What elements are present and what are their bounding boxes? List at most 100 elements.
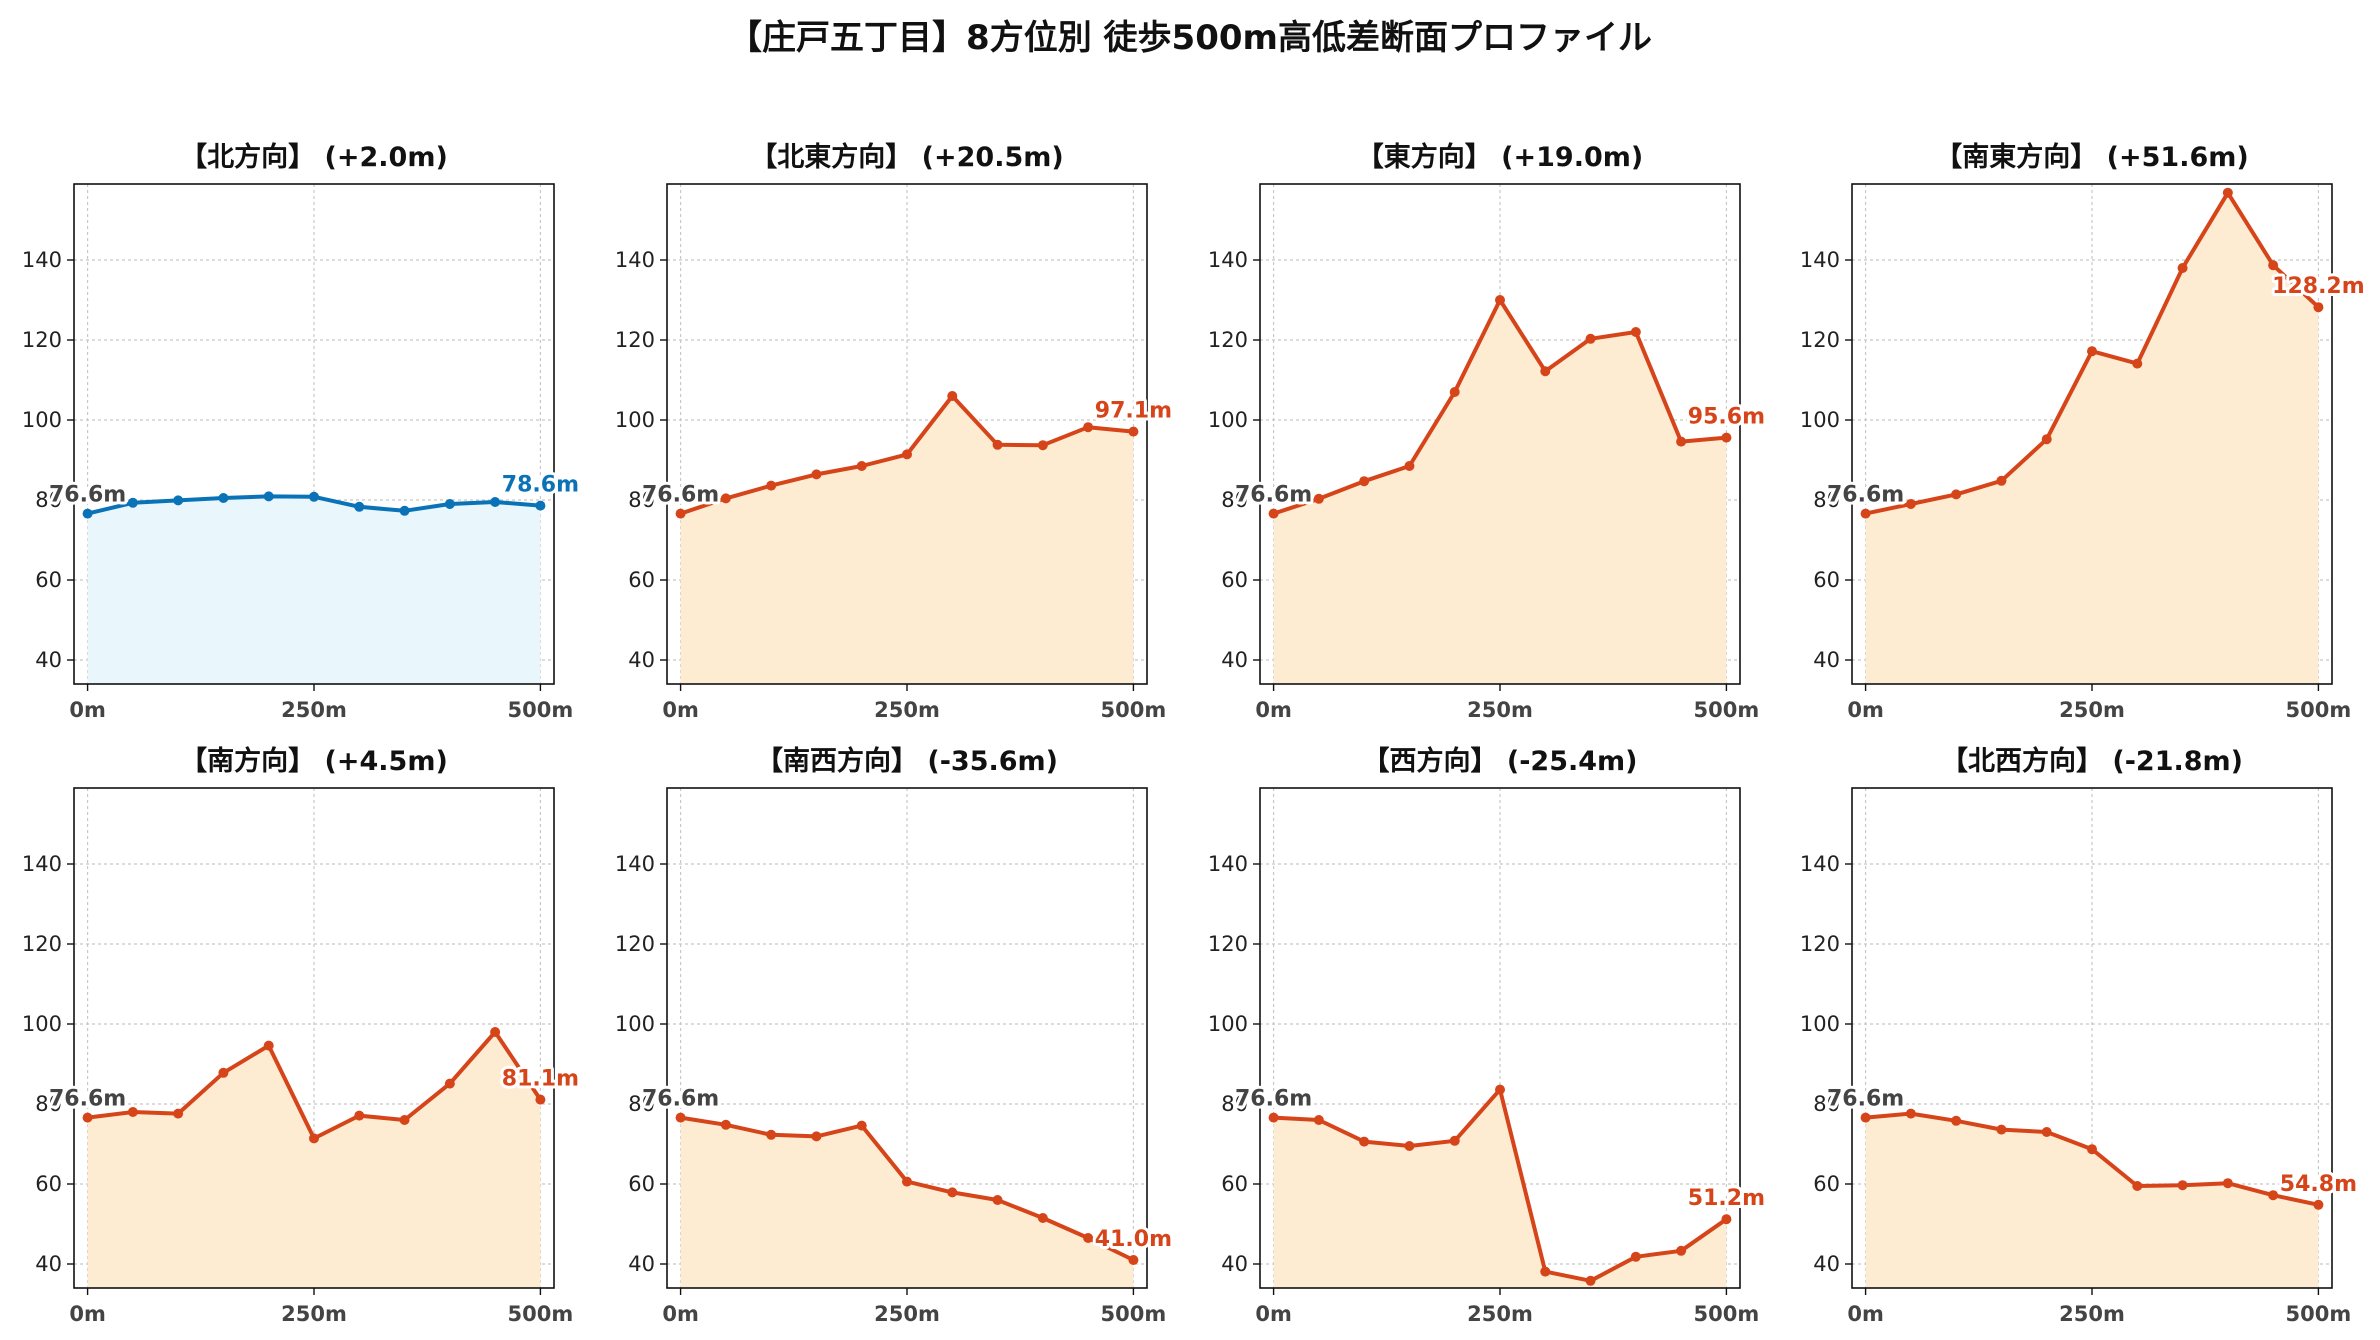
start-elevation-label: 76.6m [642, 1087, 719, 1112]
end-elevation-label: 128.2m [2272, 274, 2365, 299]
y-tick-label: 40 [628, 648, 655, 672]
data-point [2268, 260, 2279, 271]
chart-title: 【北東方向】 (+20.5m) [750, 141, 1063, 173]
x-tick-label: 250m [2059, 698, 2125, 722]
data-point [1676, 436, 1687, 447]
data-point [947, 391, 958, 401]
data-point [173, 1108, 184, 1119]
area-fill [87, 496, 541, 684]
end-elevation-label: 51.2m [1688, 1186, 1765, 1211]
x-tick-label: 500m [508, 698, 574, 722]
y-tick-label: 120 [1800, 328, 1840, 352]
y-tick-label: 60 [35, 568, 62, 592]
chart-panel: 【東方向】 (+19.0m) 40 60 80 100 120 140 0m 250m 500m 7… [1190, 124, 1768, 724]
y-tick-label: 120 [615, 932, 655, 956]
y-tick-label: 140 [22, 248, 62, 272]
data-point [1721, 432, 1732, 443]
start-elevation-label: 76.6m [49, 483, 126, 508]
y-tick-label: 120 [1208, 328, 1248, 352]
y-tick-label: 80 [628, 488, 655, 512]
data-point [1449, 1135, 1460, 1146]
chart-svg: 【北方向】 (+2.0m) 40 60 80 100 120 140 0m 250m 500m 76… [22, 141, 582, 722]
y-tick-label: 100 [1208, 408, 1248, 432]
x-tick-label: 250m [281, 1302, 347, 1326]
end-elevation-label: 78.6m [502, 473, 579, 498]
data-point [1495, 1084, 1505, 1095]
y-tick-label: 100 [1800, 1012, 1840, 1036]
data-point [2222, 187, 2233, 198]
data-point [1128, 1255, 1139, 1265]
data-point [444, 1078, 455, 1089]
x-tick-label: 0m [662, 1302, 699, 1326]
x-tick-label: 250m [1467, 698, 1533, 722]
x-tick-label: 500m [1101, 1302, 1167, 1326]
data-point [1083, 422, 1094, 433]
y-tick-label: 140 [1208, 248, 1248, 272]
data-point [902, 1176, 912, 1187]
data-point [856, 461, 867, 471]
y-tick-label: 40 [628, 1252, 655, 1276]
data-point [1585, 333, 1596, 344]
data-point [2087, 346, 2097, 357]
data-point [1996, 1124, 2007, 1135]
y-tick-label: 100 [22, 408, 62, 432]
x-tick-label: 500m [1101, 698, 1167, 722]
data-point [490, 1027, 501, 1037]
x-tick-label: 0m [662, 698, 699, 722]
data-point [1037, 440, 1048, 451]
data-point [1996, 475, 2007, 486]
data-point [720, 493, 731, 504]
y-tick-label: 100 [1208, 1012, 1248, 1036]
y-tick-label: 80 [628, 1092, 655, 1116]
y-tick-label: 140 [615, 852, 655, 876]
x-tick-label: 0m [1255, 1302, 1292, 1326]
data-point [218, 493, 229, 503]
data-point [675, 1112, 686, 1123]
data-point [399, 505, 410, 516]
chart-svg: 【北東方向】 (+20.5m) 40 60 80 100 120 140 0m 250m 500m… [615, 141, 1175, 722]
data-point [2222, 1178, 2233, 1189]
data-point [1313, 493, 1324, 504]
data-point [992, 439, 1003, 450]
x-tick-label: 500m [2286, 698, 2352, 722]
area-fill [1273, 1089, 1727, 1288]
end-elevation-label: 54.8m [2280, 1172, 2357, 1197]
data-point [2313, 302, 2324, 313]
data-point [309, 491, 319, 502]
data-point [1359, 1136, 1370, 1147]
data-point [1905, 499, 1916, 509]
y-tick-label: 80 [1813, 1092, 1840, 1116]
y-tick-label: 60 [1221, 568, 1248, 592]
chart-title: 【北方向】 (+2.0m) [180, 141, 448, 173]
y-tick-label: 60 [1813, 1172, 1840, 1196]
start-elevation-label: 76.6m [1235, 1087, 1312, 1112]
data-point [1495, 295, 1505, 305]
data-point [263, 1040, 274, 1051]
chart-panel: 【北西方向】 (-21.8m) 40 60 80 100 120 140 0m 250m 500m… [1782, 728, 2360, 1328]
data-point [2132, 358, 2143, 369]
data-point [490, 497, 501, 507]
y-tick-label: 40 [35, 648, 62, 672]
data-point [1860, 508, 1871, 519]
y-tick-label: 120 [1800, 932, 1840, 956]
y-tick-label: 140 [1800, 852, 1840, 876]
area-fill [680, 1117, 1134, 1288]
data-point [535, 1094, 546, 1105]
data-point [1083, 1233, 1094, 1243]
x-tick-label: 250m [2059, 1302, 2125, 1326]
y-tick-label: 40 [1813, 648, 1840, 672]
chart-title: 【南方向】 (+4.5m) [180, 745, 448, 777]
end-elevation-label: 95.6m [1688, 405, 1765, 430]
area-fill [87, 1032, 541, 1288]
data-point [127, 1107, 138, 1117]
end-elevation-label: 97.1m [1095, 399, 1172, 424]
chart-svg: 【北西方向】 (-21.8m) 40 60 80 100 120 140 0m 250m 500m… [1800, 745, 2360, 1326]
y-tick-label: 100 [1800, 408, 1840, 432]
area-fill [1273, 300, 1727, 684]
start-elevation-label: 76.6m [642, 483, 719, 508]
area-fill [680, 396, 1134, 684]
data-point [218, 1067, 229, 1078]
x-tick-label: 500m [1694, 698, 1760, 722]
data-point [173, 495, 184, 506]
